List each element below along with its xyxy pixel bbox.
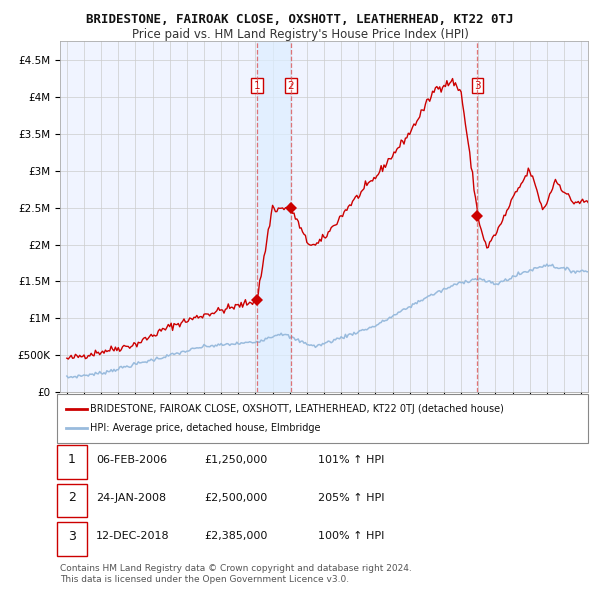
Text: 205% ↑ HPI: 205% ↑ HPI bbox=[318, 493, 385, 503]
Text: £2,385,000: £2,385,000 bbox=[204, 532, 268, 541]
Text: 12-DEC-2018: 12-DEC-2018 bbox=[96, 532, 170, 541]
Text: £1,250,000: £1,250,000 bbox=[204, 455, 267, 464]
Bar bbox=[257, 41, 291, 392]
Text: 2: 2 bbox=[287, 81, 294, 91]
Text: 24-JAN-2008: 24-JAN-2008 bbox=[96, 493, 166, 503]
Text: BRIDESTONE, FAIROAK CLOSE, OXSHOTT, LEATHERHEAD, KT22 0TJ: BRIDESTONE, FAIROAK CLOSE, OXSHOTT, LEAT… bbox=[86, 13, 514, 26]
Text: 06-FEB-2006: 06-FEB-2006 bbox=[96, 455, 167, 464]
Text: This data is licensed under the Open Government Licence v3.0.: This data is licensed under the Open Gov… bbox=[60, 575, 349, 584]
Text: 100% ↑ HPI: 100% ↑ HPI bbox=[318, 532, 385, 541]
Text: BRIDESTONE, FAIROAK CLOSE, OXSHOTT, LEATHERHEAD, KT22 0TJ (detached house): BRIDESTONE, FAIROAK CLOSE, OXSHOTT, LEAT… bbox=[90, 404, 504, 414]
Text: HPI: Average price, detached house, Elmbridge: HPI: Average price, detached house, Elmb… bbox=[90, 422, 320, 432]
Text: 101% ↑ HPI: 101% ↑ HPI bbox=[318, 455, 385, 464]
Text: 3: 3 bbox=[474, 81, 481, 91]
Text: 2: 2 bbox=[68, 491, 76, 504]
Text: 3: 3 bbox=[68, 530, 76, 543]
Text: 1: 1 bbox=[68, 453, 76, 466]
Text: Contains HM Land Registry data © Crown copyright and database right 2024.: Contains HM Land Registry data © Crown c… bbox=[60, 565, 412, 573]
Text: £2,500,000: £2,500,000 bbox=[204, 493, 267, 503]
Text: Price paid vs. HM Land Registry's House Price Index (HPI): Price paid vs. HM Land Registry's House … bbox=[131, 28, 469, 41]
Text: 1: 1 bbox=[254, 81, 260, 91]
